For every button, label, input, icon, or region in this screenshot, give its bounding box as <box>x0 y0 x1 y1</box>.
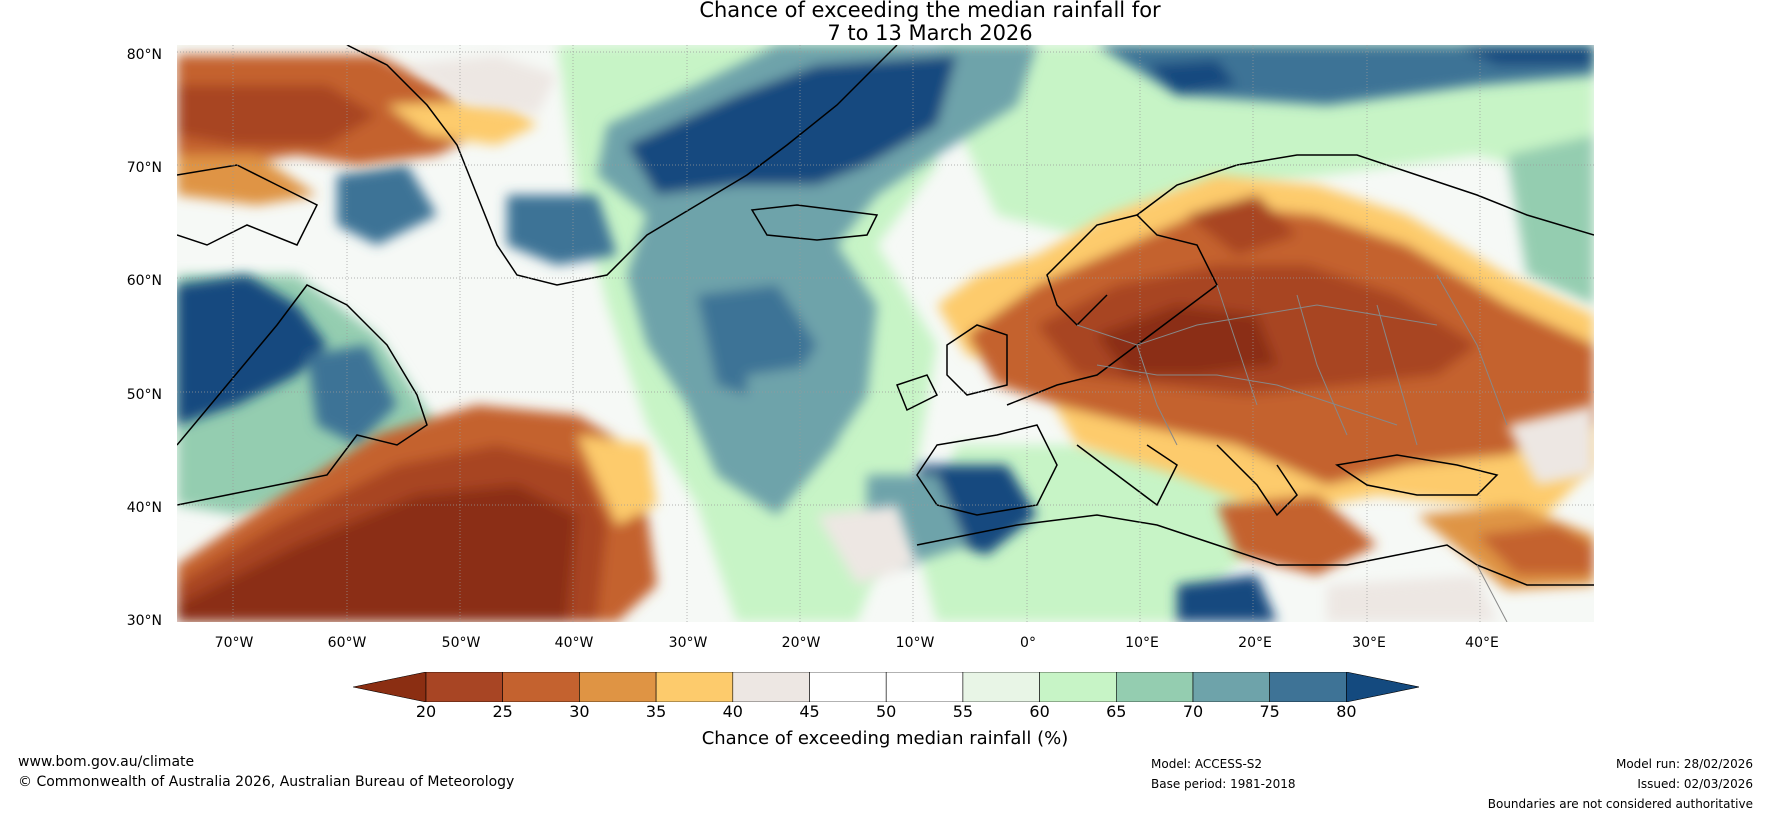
map-title-line-2: 7 to 13 March 2026 <box>827 21 1033 45</box>
coastlines <box>177 45 1594 586</box>
colorbar-tick-label: 35 <box>645 702 667 721</box>
colorbar-segment <box>502 672 580 702</box>
atlantic-dry-region <box>177 405 657 622</box>
lon-label-40w: 40°W <box>554 635 594 651</box>
rainfall-map-canvas <box>177 45 1594 622</box>
lon-label-50w: 50°W <box>441 635 481 651</box>
model-run-text: Model run: 28/02/2026 <box>1615 757 1753 771</box>
lon-label-0: 0° <box>1020 635 1036 651</box>
colorbar-tick-label: 80 <box>1336 702 1357 721</box>
colorbar-under-triangle <box>353 672 427 702</box>
rainfall-map <box>177 45 1594 622</box>
colorbar-segment <box>885 672 964 702</box>
colorbar <box>353 672 1419 702</box>
issued-text: Issued: 02/03/2026 <box>1637 777 1753 791</box>
colorbar-tick-label: 55 <box>952 702 974 721</box>
colorbar-label: Chance of exceeding median rainfall (%) <box>701 728 1069 749</box>
colorbar-tick-label: 70 <box>1182 702 1204 721</box>
colorbar-segment <box>962 672 1040 702</box>
copyright-text: © Commonwealth of Australia 2026, Austra… <box>18 774 515 790</box>
lat-label-40n: 40°N <box>126 500 162 516</box>
lon-label-10e: 10°E <box>1125 635 1159 651</box>
europe-dry-region <box>937 175 1594 590</box>
colorbar-segment <box>1039 672 1117 702</box>
colorbar-segment <box>425 672 503 702</box>
base-period-text: Base period: 1981-2018 <box>1151 777 1296 791</box>
colorbar-tick-label: 60 <box>1029 702 1050 721</box>
website-text: www.bom.gov.au/climate <box>18 754 195 770</box>
colorbar-segment <box>1192 672 1270 702</box>
lon-label-30w: 30°W <box>668 635 708 651</box>
colorbar-segment <box>579 672 657 702</box>
labrador-wet-region <box>177 165 617 445</box>
lat-label-70n: 70°N <box>126 160 162 176</box>
lat-label-50n: 50°N <box>126 387 162 403</box>
colorbar-tick-label: 20 <box>415 702 437 721</box>
colorbar-segment <box>809 672 887 702</box>
north-atlantic-wet-region <box>597 45 1594 515</box>
model-text: Model: ACCESS-S2 <box>1151 757 1263 771</box>
colorbar-tick-label: 40 <box>722 702 743 721</box>
lat-label-60n: 60°N <box>126 273 162 289</box>
colorbar-segment <box>1115 672 1194 702</box>
neutral-patches <box>407 55 1594 622</box>
colorbar-tick-label: 75 <box>1259 702 1280 721</box>
lon-label-70w: 70°W <box>214 635 254 651</box>
lon-label-40e: 40°E <box>1465 635 1499 651</box>
map-title-line-1: Chance of exceeding the median rainfall … <box>699 0 1161 22</box>
lon-label-20w: 20°W <box>781 635 821 651</box>
colorbar-segment <box>655 672 734 702</box>
colorbar-over-triangle <box>1346 672 1419 702</box>
lon-label-20e: 20°E <box>1238 635 1272 651</box>
greenland-dry-region <box>177 55 537 205</box>
lon-label-30e: 30°E <box>1352 635 1386 651</box>
graticule <box>177 45 1594 622</box>
colorbar-segment <box>1269 672 1347 702</box>
disclaimer-text: Boundaries are not considered authoritat… <box>1487 797 1753 811</box>
colorbar-tick-label: 25 <box>492 702 513 721</box>
country-borders <box>1076 274 1508 622</box>
lon-label-10w: 10°W <box>895 635 935 651</box>
colorbar-segment <box>732 672 810 702</box>
colorbar-tick-label: 30 <box>569 702 590 721</box>
lon-label-60w: 60°W <box>327 635 367 651</box>
colorbar-tick-label: 65 <box>1106 702 1127 721</box>
lat-label-30n: 30°N <box>126 613 162 629</box>
lat-label-80n: 80°N <box>126 47 162 63</box>
colorbar-tick-label: 50 <box>876 702 897 721</box>
colorbar-tick-label: 45 <box>799 702 820 721</box>
